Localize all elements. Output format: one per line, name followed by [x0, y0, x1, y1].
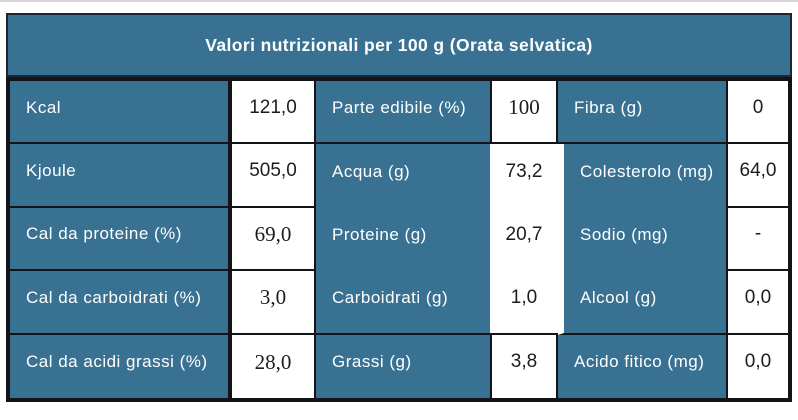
label-cal-da-acidi-grassi: Cal da acidi grassi (%): [10, 334, 232, 398]
value-kcal: 121,0: [232, 81, 316, 145]
label-alcool: Alcool (g): [558, 271, 728, 335]
label-parte-edibile: Parte edibile (%): [316, 81, 490, 145]
value-cal-da-proteine: 69,0: [232, 207, 316, 272]
top-divider-rule: [0, 0, 798, 2]
value-alcool: 0,0: [728, 271, 788, 335]
value-cal-da-carboidrati: 3,0: [232, 271, 316, 335]
label-kjoule: Kjoule: [10, 144, 232, 208]
value-acqua: 73,2: [490, 144, 558, 208]
table-header: Valori nutrizionali per 100 g (Orata sel…: [6, 13, 792, 77]
value-kjoule: 505,0: [232, 144, 316, 208]
nutrition-table: Kcal 121,0 Parte edibile (%) 100 Fibra (…: [6, 77, 792, 402]
label-cal-da-proteine: Cal da proteine (%): [10, 207, 232, 272]
label-carboidrati: Carboidrati (g): [316, 271, 490, 335]
label-acqua: Acqua (g): [316, 144, 490, 208]
label-fibra: Fibra (g): [558, 81, 728, 145]
label-cal-da-carboidrati: Cal da carboidrati (%): [10, 271, 232, 335]
value-parte-edibile: 100: [490, 81, 558, 145]
value-colesterolo: 64,0: [728, 144, 788, 208]
label-acido-fitico: Acido fitico (mg): [558, 334, 728, 398]
value-grassi: 3,8: [490, 334, 558, 398]
value-proteine: 20,7: [490, 207, 558, 272]
value-sodio: -: [728, 207, 788, 272]
value-fibra: 0: [728, 81, 788, 145]
value-acido-fitico: 0,0: [728, 334, 788, 398]
label-sodio: Sodio (mg): [558, 207, 728, 272]
value-cal-da-acidi-grassi: 28,0: [232, 334, 316, 398]
value-carboidrati: 1,0: [490, 271, 558, 335]
label-kcal: Kcal: [10, 81, 232, 145]
label-proteine: Proteine (g): [316, 207, 490, 272]
label-grassi: Grassi (g): [316, 334, 490, 398]
label-colesterolo: Colesterolo (mg): [558, 144, 728, 208]
table-title: Valori nutrizionali per 100 g (Orata sel…: [205, 34, 593, 55]
